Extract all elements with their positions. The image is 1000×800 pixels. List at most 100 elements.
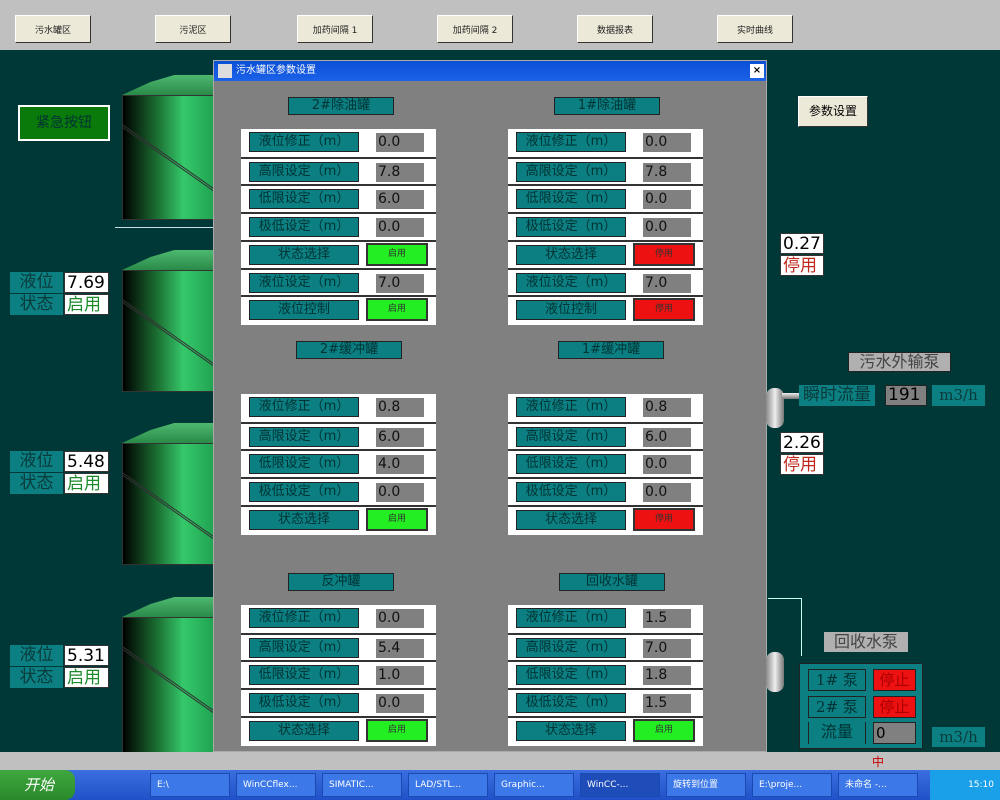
- setting-input[interactable]: 7.0: [643, 638, 691, 658]
- setting-label: 极低设定（m）: [516, 693, 626, 714]
- setting-label: 液位控制: [249, 300, 359, 321]
- toggle-button[interactable]: 停用: [633, 242, 695, 266]
- emergency-button[interactable]: 紧急按钮: [18, 105, 110, 141]
- settings-row: 状态选择 停用: [508, 504, 703, 533]
- tank-roof: [122, 250, 217, 270]
- setting-label: 低限设定（m）: [516, 189, 626, 210]
- language-bar: 中: [0, 752, 1000, 770]
- taskbar-item[interactable]: WinCC-...: [580, 773, 660, 797]
- nav-button[interactable]: 污泥区: [155, 15, 231, 43]
- setting-input[interactable]: 0.0: [643, 133, 691, 152]
- setting-input[interactable]: 1.5: [643, 609, 691, 628]
- setting-input[interactable]: 7.8: [643, 162, 691, 182]
- pump1-state[interactable]: 停止: [873, 669, 916, 691]
- pump-icon[interactable]: [766, 652, 784, 692]
- tank-graphic[interactable]: [122, 75, 217, 220]
- toggle-button[interactable]: 启用: [366, 507, 428, 531]
- flow-unit: m3/h: [932, 385, 985, 406]
- setting-input[interactable]: 0.0: [643, 218, 691, 238]
- nav-button[interactable]: 加药间隔 2: [437, 15, 513, 43]
- toggle-button[interactable]: 停用: [633, 507, 695, 531]
- tank-roof: [122, 423, 217, 443]
- setting-input[interactable]: 0.0: [643, 190, 691, 210]
- settings-row: 极低设定（m） 0.0: [241, 688, 436, 716]
- setting-input[interactable]: 0.0: [376, 133, 424, 152]
- toggle-button[interactable]: 启用: [633, 718, 695, 742]
- export-pump-title: 污水外输泵: [848, 352, 951, 372]
- tank-stair: [123, 296, 216, 379]
- taskbar-item[interactable]: LAD/STL...: [408, 773, 488, 797]
- setting-input[interactable]: 7.8: [376, 162, 424, 182]
- setting-input[interactable]: 0.8: [376, 398, 424, 417]
- pump2-state[interactable]: 停止: [873, 696, 916, 718]
- pump2-label: 2# 泵: [808, 696, 866, 718]
- taskbar-item[interactable]: E:\proje...: [752, 773, 832, 797]
- nav-button[interactable]: 实时曲线: [717, 15, 793, 43]
- divider: [115, 227, 215, 228]
- group-title: 2#缓冲罐: [296, 341, 402, 359]
- setting-label: 高限设定（m）: [516, 637, 626, 658]
- setting-label: 液位设定（m）: [249, 272, 359, 293]
- setting-label: 液位设定（m）: [516, 272, 626, 293]
- setting-input[interactable]: 0.0: [643, 483, 691, 503]
- level-label: 液位: [10, 645, 63, 666]
- nav-button[interactable]: 污水罐区: [15, 15, 91, 43]
- setting-input[interactable]: 5.4: [376, 638, 424, 658]
- taskbar-item[interactable]: 旋转到位置: [666, 773, 746, 797]
- quick-launch-icons[interactable]: [84, 778, 134, 792]
- setting-input[interactable]: 7.0: [376, 273, 424, 293]
- pump-icon[interactable]: [766, 388, 784, 428]
- ime-icon[interactable]: 中: [872, 755, 885, 769]
- setting-label: 状态选择: [516, 244, 626, 265]
- settings-row: 高限设定（m） 7.8: [241, 156, 436, 185]
- group-title: 1#除油罐: [554, 97, 660, 115]
- taskbar-item[interactable]: SIMATIC...: [322, 773, 402, 797]
- recovery-flow-label: 流量: [808, 722, 866, 744]
- settings-row: 低限设定（m） 6.0: [241, 184, 436, 212]
- setting-input[interactable]: 6.0: [376, 427, 424, 447]
- setting-input[interactable]: 1.8: [643, 666, 691, 686]
- setting-input[interactable]: 6.0: [376, 190, 424, 210]
- taskbar-item[interactable]: WinCCflex...: [236, 773, 316, 797]
- setting-input[interactable]: 1.5: [643, 694, 691, 714]
- setting-input[interactable]: 0.0: [643, 455, 691, 475]
- settings-row: 极低设定（m） 1.5: [508, 688, 703, 716]
- tank-graphic[interactable]: [122, 423, 217, 565]
- recovery-flow-unit: m3/h: [932, 727, 985, 747]
- setting-input[interactable]: 0.0: [376, 609, 424, 628]
- toggle-button[interactable]: 启用: [366, 242, 428, 266]
- setting-input[interactable]: 1.0: [376, 666, 424, 686]
- start-button[interactable]: 开始: [0, 770, 75, 800]
- taskbar-item[interactable]: Graphic...: [494, 773, 574, 797]
- tank-graphic[interactable]: [122, 597, 217, 767]
- status-value: 启用: [64, 667, 109, 688]
- settings-row: 低限设定（m） 4.0: [241, 449, 436, 477]
- setting-input[interactable]: 4.0: [376, 455, 424, 475]
- tank-graphic[interactable]: [122, 250, 217, 392]
- taskbar-item[interactable]: E:\: [150, 773, 230, 797]
- setting-input[interactable]: 6.0: [643, 427, 691, 447]
- settings-panel: 液位修正（m） 0.0 高限设定（m） 7.8 低限设定（m） 0.0 极低设定（m） 0.0…: [508, 129, 703, 325]
- nav-button[interactable]: 加药间隔 1: [297, 15, 373, 43]
- settings-panel: 液位修正（m） 0.8 高限设定（m） 6.0 低限设定（m） 0.0 极低设定（m） 0.0…: [508, 394, 703, 535]
- nav-button[interactable]: 数据报表: [577, 15, 653, 43]
- close-button[interactable]: ×: [750, 64, 764, 78]
- setting-input[interactable]: 0.0: [376, 694, 424, 714]
- setting-label: 液位修正（m）: [516, 397, 626, 417]
- taskbar-item[interactable]: 未命名 -...: [838, 773, 918, 797]
- setting-label: 低限设定（m）: [249, 454, 359, 475]
- toggle-button[interactable]: 启用: [366, 718, 428, 742]
- setting-input[interactable]: 0.8: [643, 398, 691, 417]
- setting-label: 液位修正（m）: [516, 608, 626, 628]
- flow-value: 191: [885, 385, 927, 406]
- setting-input[interactable]: 7.0: [643, 273, 691, 293]
- setting-label: 高限设定（m）: [249, 637, 359, 658]
- setting-input[interactable]: 0.0: [376, 483, 424, 503]
- param-settings-button[interactable]: 参数设置: [798, 96, 868, 127]
- tank-stair: [123, 121, 216, 204]
- setting-label: 低限设定（m）: [249, 189, 359, 210]
- toggle-button[interactable]: 启用: [366, 298, 428, 322]
- toggle-button[interactable]: 停用: [633, 298, 695, 322]
- setting-input[interactable]: 0.0: [376, 218, 424, 238]
- setting-label: 极低设定（m）: [249, 217, 359, 238]
